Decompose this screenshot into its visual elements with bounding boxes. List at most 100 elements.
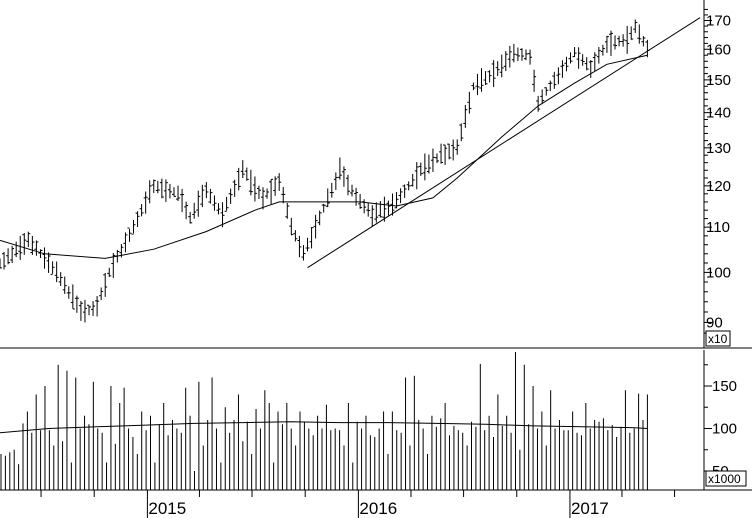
price-bar xyxy=(6,248,11,265)
price-bar xyxy=(321,203,326,213)
year-label: 2017 xyxy=(571,499,609,518)
price-bar xyxy=(167,183,172,199)
price-ticks: 90 100 110 120 130 140 150 160 170 xyxy=(704,8,731,334)
price-bar xyxy=(608,30,613,56)
price-bar xyxy=(333,172,338,190)
price-bar xyxy=(131,219,136,235)
price-bar xyxy=(345,174,350,196)
price-bar xyxy=(42,247,47,269)
price-tick-label: 130 xyxy=(706,140,731,157)
price-bar xyxy=(248,169,253,196)
price-bar xyxy=(224,196,229,212)
price-bar xyxy=(568,52,573,64)
price-bar xyxy=(479,68,484,92)
price-bar xyxy=(414,162,419,190)
price-bar xyxy=(374,202,379,223)
price-bar xyxy=(576,47,581,69)
price-tick-label: 140 xyxy=(706,105,731,122)
volume-moving-average xyxy=(0,421,648,434)
price-bar xyxy=(475,73,480,96)
price-bar xyxy=(208,188,213,204)
price-bar xyxy=(50,261,55,275)
price-bar xyxy=(358,193,363,209)
price-bar xyxy=(38,249,43,259)
price-bar xyxy=(519,48,524,61)
price-bar xyxy=(273,176,278,196)
price-bar xyxy=(196,190,201,217)
price-bar xyxy=(560,60,565,78)
price-tick-label: 120 xyxy=(706,178,731,195)
price-bar xyxy=(337,157,342,180)
price-bar xyxy=(216,203,221,215)
price-bar xyxy=(18,235,23,260)
price-bar xyxy=(87,304,92,316)
price-bar xyxy=(0,258,2,269)
price-bar xyxy=(313,214,318,239)
price-bar xyxy=(139,204,144,217)
price-bar xyxy=(604,35,609,53)
price-bar xyxy=(66,286,71,299)
price-bar xyxy=(370,205,375,227)
price-bar xyxy=(103,273,108,297)
price-bar xyxy=(171,187,176,197)
price-bar xyxy=(200,184,205,208)
price-bar xyxy=(265,188,270,199)
price-bar xyxy=(30,235,35,255)
price-bar xyxy=(62,276,67,294)
price-bar xyxy=(528,49,533,65)
price-bar xyxy=(192,202,197,219)
price-bar xyxy=(236,167,241,191)
price-bar xyxy=(434,153,439,163)
price-bar xyxy=(354,187,359,206)
price-bar xyxy=(143,191,148,214)
price-bar xyxy=(588,60,593,78)
price-bar xyxy=(204,182,209,199)
volume-multiplier-label: x1000 xyxy=(708,472,741,486)
price-bar xyxy=(228,188,233,204)
price-bar xyxy=(70,284,75,310)
price-bar xyxy=(180,188,185,213)
price-bar xyxy=(511,43,516,63)
price-bar xyxy=(398,188,403,204)
price-bar xyxy=(240,160,245,179)
price-tick-label: 170 xyxy=(706,12,731,29)
price-bar xyxy=(277,173,282,191)
price-bar xyxy=(564,56,569,72)
price-bar xyxy=(78,300,83,321)
price-bar xyxy=(596,47,601,64)
price-bar xyxy=(151,179,156,194)
price-bar xyxy=(289,217,294,236)
price-bar xyxy=(91,300,96,316)
price-bar xyxy=(410,173,415,187)
price-multiplier-box xyxy=(705,330,731,347)
price-bar xyxy=(309,227,314,249)
price-bar xyxy=(386,200,391,216)
price-bar xyxy=(600,44,605,56)
price-multiplier-label: x10 xyxy=(708,332,728,346)
price-bar xyxy=(82,299,87,323)
price-bar xyxy=(584,57,589,71)
price-bar xyxy=(556,67,561,85)
price-bar xyxy=(301,245,306,261)
price-bar xyxy=(54,261,59,283)
price-bar xyxy=(499,54,504,78)
price-bar xyxy=(147,180,152,204)
price-bar xyxy=(26,231,31,247)
price-bar xyxy=(548,80,553,92)
price-bar xyxy=(625,26,630,54)
price-bar xyxy=(580,54,585,66)
price-bar xyxy=(544,87,549,96)
price-bars xyxy=(0,19,650,323)
price-bar xyxy=(515,47,520,61)
price-bar xyxy=(220,202,225,228)
price-bar xyxy=(447,143,452,160)
price-tick-label: 90 xyxy=(706,314,723,331)
price-bar xyxy=(184,201,189,220)
price-bar xyxy=(633,19,638,33)
price-bar xyxy=(317,210,322,226)
price-bar xyxy=(451,139,456,161)
price-bar xyxy=(471,82,476,91)
price-bar xyxy=(22,232,27,255)
price-tick-label: 160 xyxy=(706,41,731,58)
price-bar xyxy=(350,184,355,197)
